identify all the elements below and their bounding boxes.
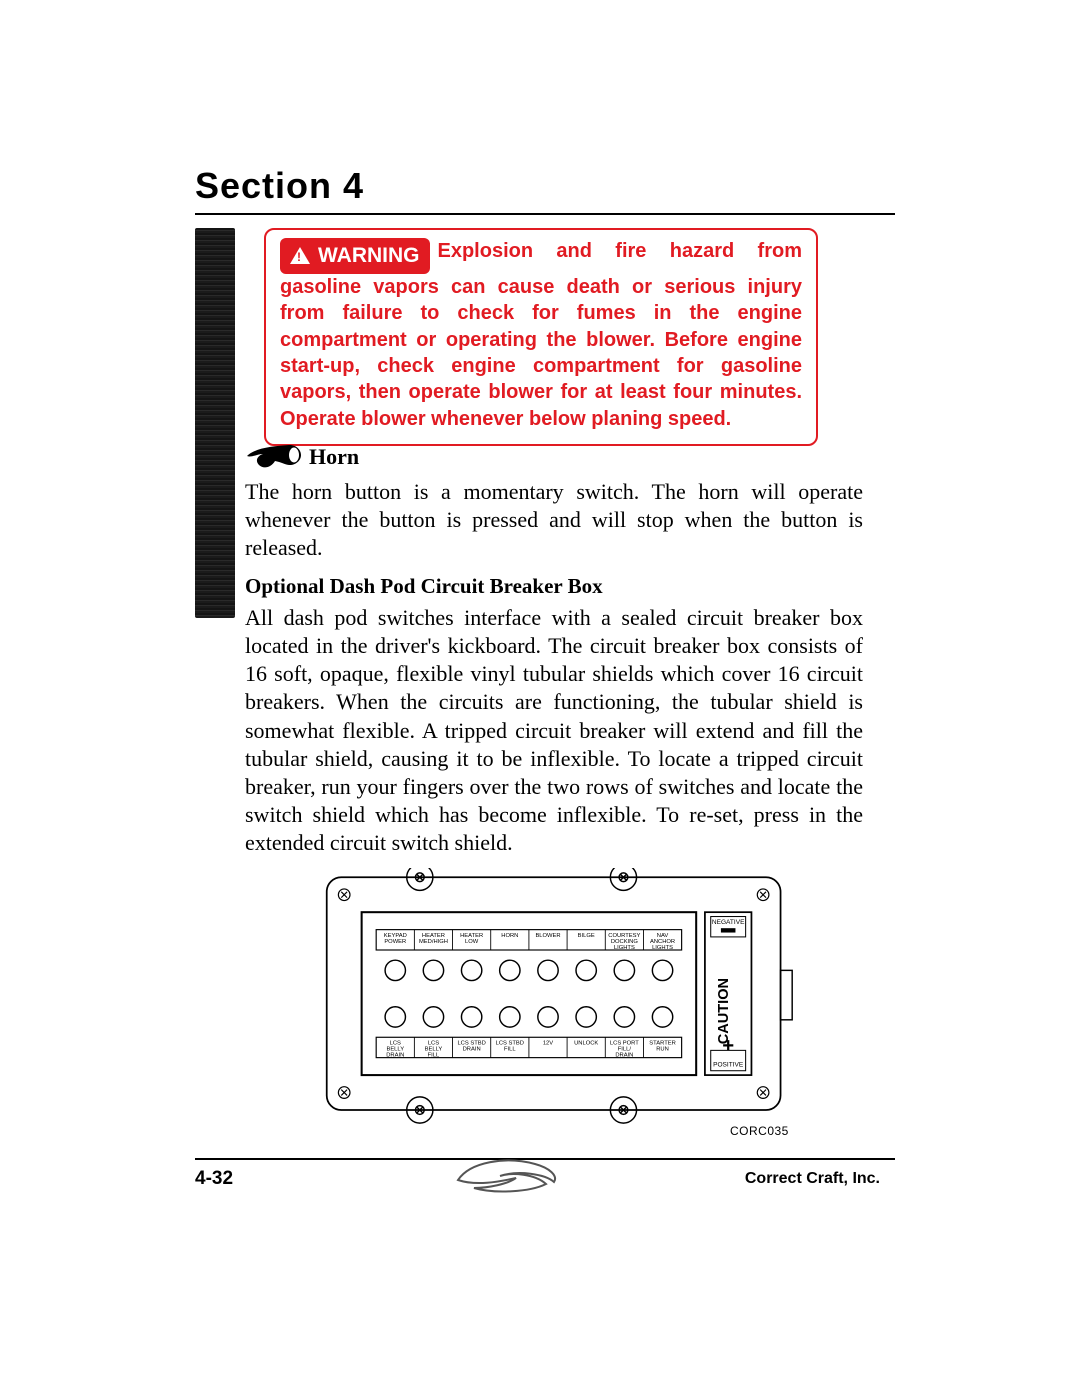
svg-text:HEATER: HEATER: [460, 933, 483, 939]
svg-text:12V: 12V: [543, 1041, 553, 1047]
svg-text:MED/HIGH: MED/HIGH: [419, 939, 448, 945]
warning-pill: WARNING: [280, 238, 430, 274]
svg-text:UNLOCK: UNLOCK: [574, 1041, 598, 1047]
svg-text:ANCHOR: ANCHOR: [650, 939, 675, 945]
warning-paragraph: WARNING Explosion and fire hazard from g…: [280, 238, 802, 432]
horn-body: The horn button is a momentary switch. T…: [245, 478, 863, 562]
horn-icon: [245, 442, 303, 470]
svg-text:DRAIN: DRAIN: [386, 1053, 404, 1059]
title-rule: [195, 213, 895, 215]
section-title: Section 4: [195, 165, 364, 207]
svg-text:DRAIN: DRAIN: [463, 1047, 481, 1053]
svg-text:BELLY: BELLY: [425, 1047, 443, 1053]
horn-heading-row: Horn: [245, 442, 359, 470]
svg-text:+: +: [722, 1035, 734, 1057]
svg-text:FILL: FILL: [504, 1047, 516, 1053]
svg-text:BELLY: BELLY: [386, 1047, 404, 1053]
company-name: Correct Craft, Inc.: [745, 1170, 880, 1188]
company-logo-icon: [450, 1152, 565, 1197]
svg-text:DOCKING: DOCKING: [611, 939, 639, 945]
warning-box: WARNING Explosion and fire hazard from g…: [264, 228, 818, 446]
optional-body: All dash pod switches interface with a s…: [245, 604, 863, 857]
page-number: 4-32: [195, 1168, 233, 1190]
svg-text:KEYPAD: KEYPAD: [384, 933, 407, 939]
svg-text:LIGHTS: LIGHTS: [652, 945, 673, 951]
manual-page: Section 4 WARNING Explosion and fire haz…: [0, 0, 1080, 1397]
svg-text:FILL/: FILL/: [618, 1047, 632, 1053]
diagram-ref: CORC035: [730, 1124, 789, 1138]
svg-text:HORN: HORN: [501, 933, 518, 939]
svg-text:NEGATIVE: NEGATIVE: [712, 919, 745, 926]
svg-text:HEATER: HEATER: [422, 933, 445, 939]
svg-text:FILL: FILL: [428, 1053, 440, 1059]
svg-text:LOW: LOW: [465, 939, 479, 945]
svg-text:COURTESY: COURTESY: [608, 933, 640, 939]
side-texture-graphic: [195, 228, 235, 618]
optional-heading: Optional Dash Pod Circuit Breaker Box: [245, 574, 603, 599]
warning-pill-label: WARNING: [318, 242, 420, 270]
horn-heading: Horn: [309, 444, 359, 470]
svg-text:BILGE: BILGE: [578, 933, 595, 939]
svg-text:DRAIN: DRAIN: [615, 1053, 633, 1059]
warning-triangle-icon: [290, 247, 310, 264]
svg-text:POWER: POWER: [384, 939, 406, 945]
svg-text:RUN: RUN: [656, 1047, 669, 1053]
svg-text:NAV: NAV: [657, 933, 669, 939]
svg-text:LIGHTS: LIGHTS: [614, 945, 635, 951]
svg-text:POSITIVE: POSITIVE: [713, 1061, 744, 1068]
svg-text:BLOWER: BLOWER: [535, 933, 560, 939]
circuit-breaker-diagram: CAUTION NEGATIVE + POSITIVE KEYPADPOWERH…: [318, 868, 798, 1133]
